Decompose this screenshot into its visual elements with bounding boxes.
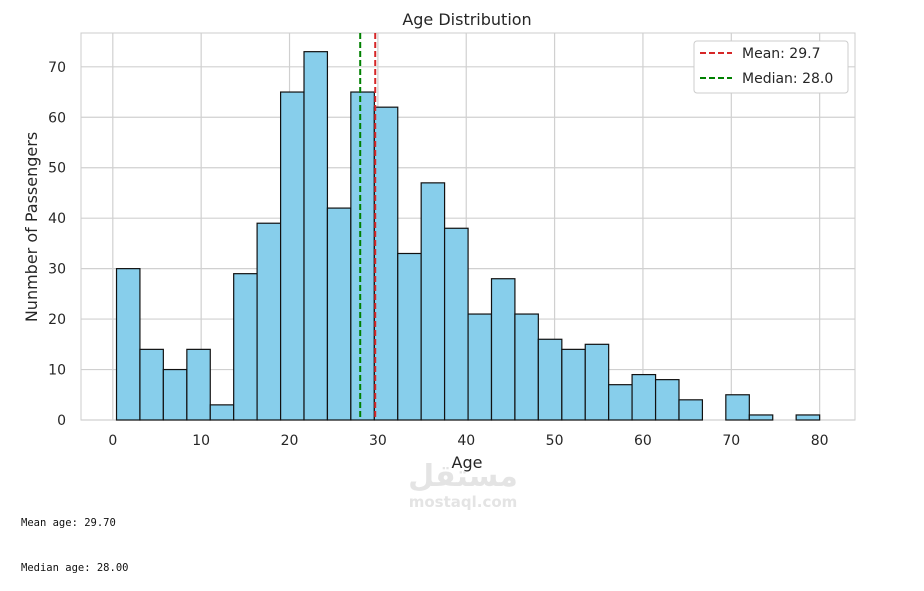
histogram-bar <box>326 207 352 421</box>
histogram-bar <box>209 404 235 421</box>
y-tick-label: 50 <box>48 161 66 177</box>
x-tick-label: 60 <box>634 433 652 449</box>
x-tick-label: 10 <box>192 433 210 449</box>
histogram-bar <box>420 182 446 421</box>
y-tick-label: 40 <box>48 211 66 227</box>
y-tick-label: 0 <box>57 413 66 429</box>
y-tick-label: 60 <box>48 110 66 126</box>
histogram-bars <box>115 51 821 421</box>
histogram-bar <box>139 348 164 421</box>
watermark-arabic-text: مستقل <box>408 459 518 494</box>
histogram-bar <box>561 348 586 421</box>
histogram-bar <box>115 268 141 421</box>
histogram-bar <box>350 91 375 421</box>
histogram-bar <box>537 338 563 421</box>
histogram-bar <box>443 227 469 421</box>
legend: Mean: 29.7 Median: 28.0 <box>693 40 849 94</box>
legend-mean-label: Mean: 29.7 <box>742 46 820 62</box>
histogram-bar <box>467 313 493 421</box>
histogram-bar <box>631 373 657 421</box>
histogram-bar <box>795 414 821 421</box>
mostaql-watermark: مستقل mostaql.com <box>398 459 528 511</box>
histogram-bar <box>233 273 258 421</box>
x-axis-label: Age <box>452 453 483 472</box>
histogram-bar <box>256 222 282 421</box>
y-tick-label: 20 <box>48 312 66 328</box>
histogram-bar <box>303 51 329 421</box>
stats-output: Mean age: 29.70 Median age: 28.00 <box>21 486 128 591</box>
x-tick-label: 40 <box>457 433 475 449</box>
histogram-bar <box>678 399 704 421</box>
age-histogram-chart: 0 10 20 30 40 50 60 70 80 0 10 20 30 40 50 60 70 Age Di… <box>22 10 856 472</box>
y-axis-ticks: 0 10 20 30 40 50 60 70 <box>48 60 66 429</box>
y-tick-label: 70 <box>48 60 66 76</box>
x-axis-ticks: 0 10 20 30 40 50 60 70 80 <box>108 433 828 449</box>
chart-title: Age Distribution <box>402 10 531 29</box>
histogram-bar <box>397 252 422 421</box>
y-tick-label: 10 <box>48 363 66 379</box>
x-tick-label: 0 <box>108 433 117 449</box>
y-tick-label: 30 <box>48 262 66 278</box>
mean-age-text: Mean age: 29.70 <box>21 517 116 529</box>
legend-box <box>693 40 849 94</box>
histogram-bar <box>748 414 774 421</box>
watermark-latin-text: mostaql.com <box>408 493 518 511</box>
x-tick-label: 70 <box>722 433 740 449</box>
histogram-bar <box>279 91 305 421</box>
histogram-bar <box>373 106 399 421</box>
histogram-bar <box>490 278 516 421</box>
histogram-bar <box>608 384 633 421</box>
histogram-bar <box>186 348 211 421</box>
x-tick-label: 20 <box>281 433 299 449</box>
reference-lines <box>359 33 377 420</box>
histogram-bar <box>654 379 680 421</box>
histogram-bar <box>162 368 188 421</box>
histogram-bar <box>514 313 539 421</box>
x-tick-label: 30 <box>369 433 387 449</box>
legend-median-label: Median: 28.0 <box>742 71 833 87</box>
histogram-bar <box>725 394 750 421</box>
histogram-bar <box>584 343 610 421</box>
x-tick-label: 80 <box>811 433 829 449</box>
median-age-text: Median age: 28.00 <box>21 562 129 574</box>
x-tick-label: 50 <box>546 433 564 449</box>
y-axis-label: Nunmber of Passengers <box>22 132 41 322</box>
